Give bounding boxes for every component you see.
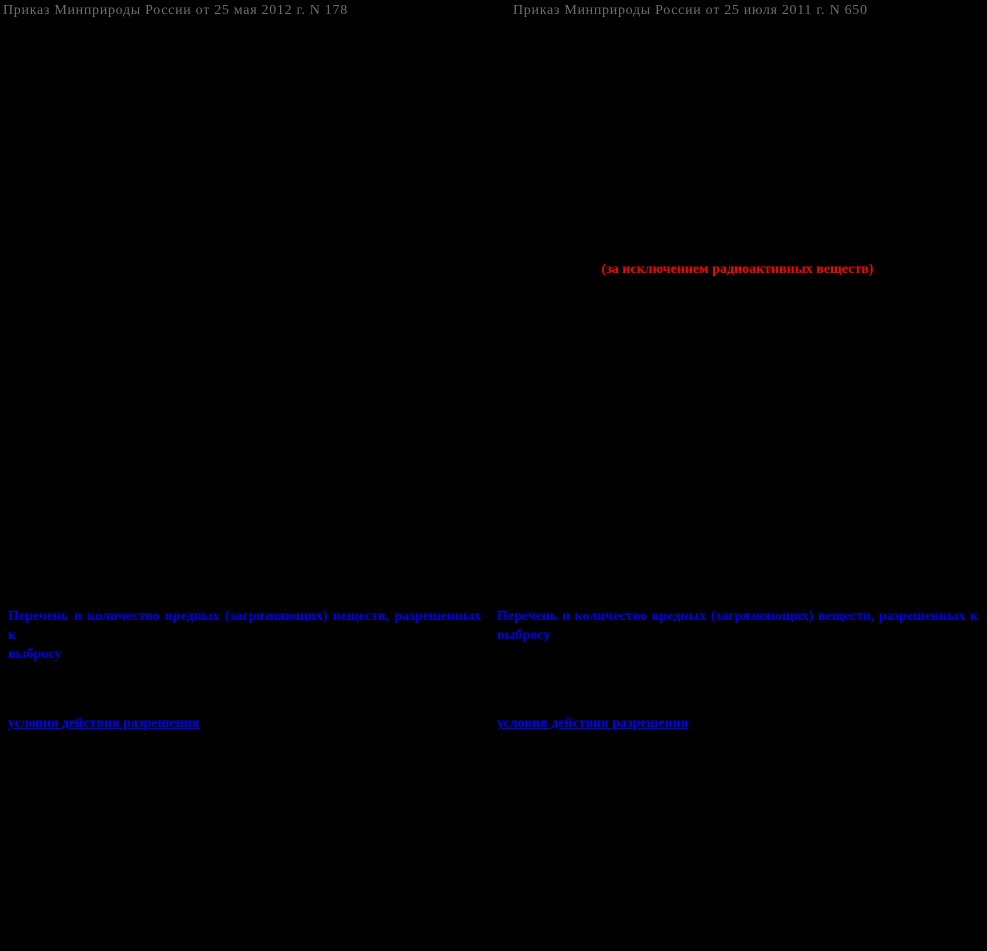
right-emissions-heading-line2: выбросу xyxy=(497,628,551,643)
left-document-header: Приказ Минприроды России от 25 мая 2012 … xyxy=(3,3,348,18)
right-conditions-link[interactable]: условия действия разрешения xyxy=(497,716,689,731)
right-emissions-heading: Перечень и количество вредных (загрязняю… xyxy=(497,607,978,645)
left-emissions-heading-line2: выбросу xyxy=(8,647,62,662)
right-document-header: Приказ Минприроды России от 25 июля 2011… xyxy=(513,3,868,18)
right-emissions-heading-line1: Перечень и количество вредных (загрязняю… xyxy=(497,609,978,624)
left-emissions-heading: Перечень и количество вредных (загрязняю… xyxy=(8,607,481,664)
left-emissions-heading-line1: Перечень и количество вредных (загрязняю… xyxy=(8,609,481,643)
left-conditions-link[interactable]: условия действия разрешения xyxy=(8,716,200,731)
exclusion-note-red-text: (за исключением радиоактивных веществ) xyxy=(601,262,874,277)
